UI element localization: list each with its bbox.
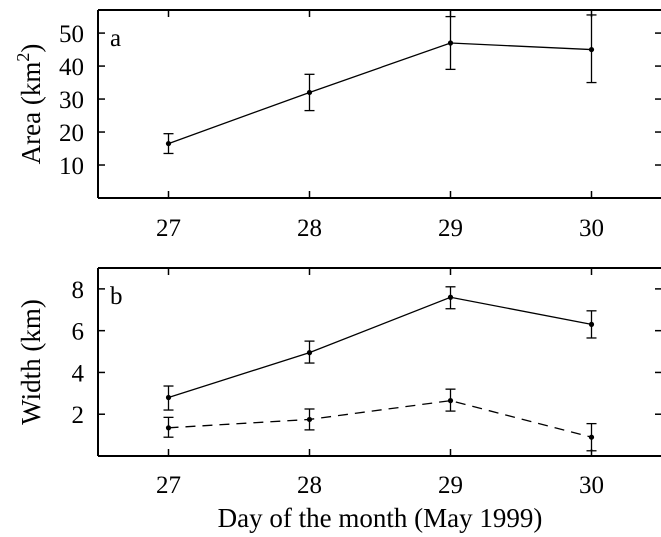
panel-b-width: 27 28 29 30 2 4 6 8 b Width (km) [16, 267, 661, 499]
y-tick-label: 4 [72, 360, 85, 387]
data-point [588, 321, 595, 327]
x-tick-label: 28 [297, 215, 322, 242]
panel-letter: a [110, 25, 121, 52]
series-line [168, 399, 592, 438]
x-tick-label: 30 [579, 472, 604, 499]
series-line [168, 296, 592, 399]
x-tick-label: 30 [579, 215, 604, 242]
x-axis-label: Day of the month (May 1999) [218, 503, 543, 533]
y-tick-label: 2 [72, 402, 85, 429]
panel-a-area: 27 28 29 30 10 20 30 40 50 a Area (km2) [13, 9, 661, 242]
y-tick-label: 10 [59, 153, 84, 180]
x-tick-label: 29 [438, 472, 463, 499]
y-tick-label: 8 [72, 277, 85, 304]
data-point [306, 416, 313, 423]
y-axis-label-close: ) [16, 44, 46, 53]
data-point [447, 40, 454, 46]
x-tick-label: 28 [297, 472, 322, 499]
y-axis-label: Width (km) [16, 299, 46, 425]
panel-letter: b [110, 283, 123, 310]
data-point [306, 89, 313, 96]
x-tick-label: 27 [156, 472, 181, 499]
x-tick-label: 27 [156, 215, 181, 242]
data-point [447, 398, 454, 404]
data-point [306, 350, 313, 356]
x-tick-label: 29 [438, 215, 463, 242]
y-axis-label: Area (km2) [13, 44, 46, 165]
data-point [447, 294, 454, 300]
y-tick-label: 50 [59, 21, 84, 48]
data-point [165, 394, 172, 401]
y-tick-label: 40 [59, 54, 84, 81]
y-tick-label: 30 [59, 87, 84, 114]
y-axis-label-text: Area (km [16, 62, 46, 165]
y-tick-label: 6 [72, 319, 85, 346]
data-point [165, 140, 172, 147]
data-point [588, 46, 595, 53]
data-point [588, 434, 595, 440]
y-tick-label: 20 [59, 120, 84, 147]
y-axis-label-text: Width (km) [16, 299, 46, 425]
series-line [168, 42, 592, 145]
data-point [165, 425, 172, 431]
y-axis-label-superscript: 2 [13, 53, 33, 62]
